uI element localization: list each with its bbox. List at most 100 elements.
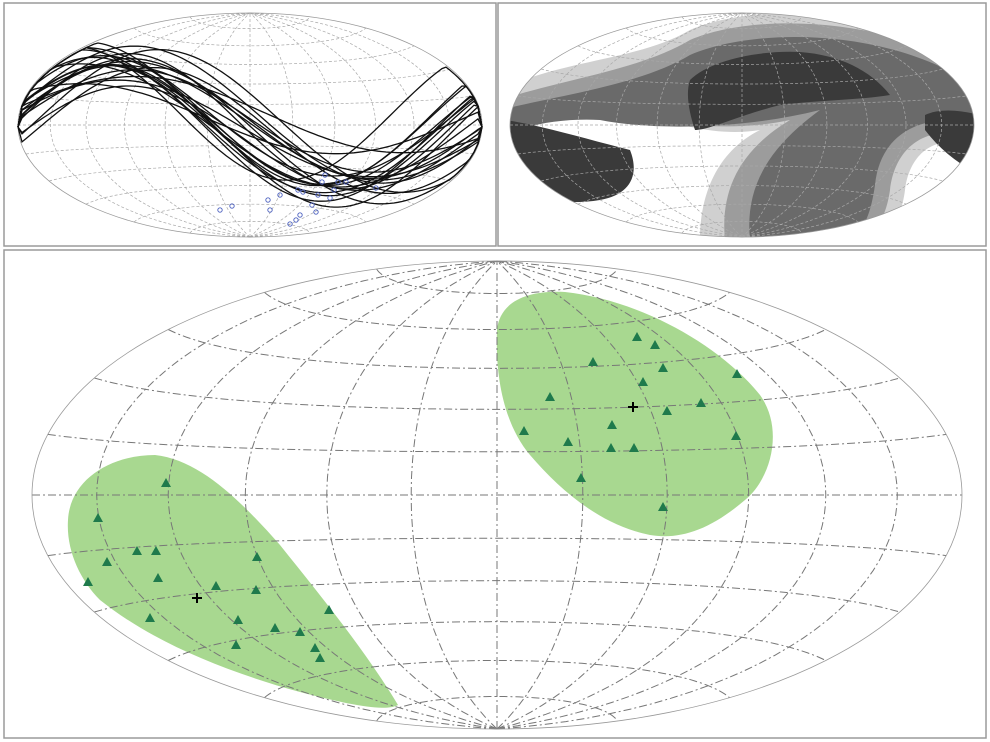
- parallel: [681, 221, 803, 234]
- point: [265, 197, 271, 203]
- triangle-marker: [324, 605, 334, 614]
- parallel: [49, 68, 451, 85]
- point: [229, 203, 235, 209]
- triangle-marker: [732, 369, 742, 378]
- track: [17, 75, 483, 154]
- point: [331, 187, 337, 193]
- triangle-marker: [563, 437, 573, 446]
- track: [17, 58, 483, 205]
- point: [277, 192, 283, 198]
- triangle-marker: [638, 377, 648, 386]
- triangle-marker: [231, 640, 241, 649]
- parallel: [681, 16, 803, 29]
- track: [17, 85, 483, 191]
- track: [17, 60, 483, 180]
- triangle-marker: [696, 398, 706, 407]
- point: [293, 217, 299, 223]
- point: [327, 195, 333, 201]
- track: [17, 47, 483, 181]
- triangle-marker: [93, 513, 103, 522]
- triangle-marker: [132, 546, 142, 555]
- cross-marker: [192, 593, 202, 603]
- triangle-marker: [658, 363, 668, 372]
- point: [315, 192, 321, 198]
- parallel: [85, 185, 415, 205]
- triangle-marker: [607, 420, 617, 429]
- triangle-marker: [545, 392, 555, 401]
- triangle-marker: [151, 546, 161, 555]
- triangle-marker: [629, 443, 639, 452]
- triangle-marker: [161, 478, 171, 487]
- point: [335, 179, 341, 185]
- cross-marker: [628, 402, 638, 412]
- parallel: [49, 165, 451, 182]
- point: [217, 207, 223, 213]
- point: [297, 212, 303, 218]
- triangle-marker: [211, 581, 221, 590]
- point: [313, 209, 319, 215]
- triangle-marker: [576, 473, 586, 482]
- triangle-marker: [233, 615, 243, 624]
- point: [309, 202, 315, 208]
- point: [319, 179, 325, 185]
- point: [287, 221, 293, 227]
- track: [17, 69, 483, 173]
- triangle-marker: [102, 557, 112, 566]
- triangle-marker: [145, 613, 155, 622]
- triangle-marker: [315, 653, 325, 662]
- parallel: [167, 329, 827, 369]
- meridian: [249, 12, 294, 238]
- parallel: [189, 16, 311, 29]
- triangle-marker: [295, 627, 305, 636]
- triangle-marker: [83, 577, 93, 586]
- parallel: [85, 45, 415, 65]
- parallel: [577, 45, 907, 65]
- parallel: [47, 433, 947, 453]
- triangle-marker: [662, 406, 672, 415]
- parallel: [541, 68, 943, 85]
- outline: [509, 12, 975, 238]
- region: [496, 291, 773, 537]
- triangle-marker: [251, 585, 261, 594]
- meridian: [698, 12, 743, 238]
- triangle-marker: [632, 332, 642, 341]
- parallel: [541, 165, 943, 182]
- point: [295, 187, 301, 193]
- meridian: [206, 12, 251, 238]
- parallel: [94, 580, 900, 613]
- point: [343, 179, 349, 185]
- triangle-marker: [731, 431, 741, 440]
- track: [17, 48, 483, 193]
- point: [300, 189, 306, 195]
- track: [17, 49, 483, 194]
- meridian: [167, 260, 498, 730]
- triangle-marker: [270, 623, 280, 632]
- triangle-marker: [588, 357, 598, 366]
- parallel: [264, 292, 730, 330]
- parallel: [577, 185, 907, 205]
- triangle-marker: [252, 552, 262, 561]
- triangle-marker: [519, 426, 529, 435]
- meridian: [496, 260, 584, 730]
- parallel: [376, 696, 618, 722]
- triangle-marker: [606, 443, 616, 452]
- parallel: [167, 621, 827, 661]
- parallel: [47, 537, 947, 557]
- track: [17, 42, 483, 187]
- meridian: [741, 12, 786, 238]
- outline: [31, 260, 963, 730]
- parallel: [376, 268, 618, 294]
- triangle-marker: [153, 573, 163, 582]
- triangle-marker: [310, 643, 320, 652]
- point: [373, 185, 379, 191]
- point: [322, 172, 328, 178]
- parallel: [189, 221, 311, 234]
- parallel: [264, 660, 730, 698]
- tracks: [17, 42, 483, 208]
- parallel: [94, 377, 900, 410]
- track: [17, 56, 483, 202]
- triangle-marker: [650, 340, 660, 349]
- triangle-marker: [658, 502, 668, 511]
- point: [267, 207, 273, 213]
